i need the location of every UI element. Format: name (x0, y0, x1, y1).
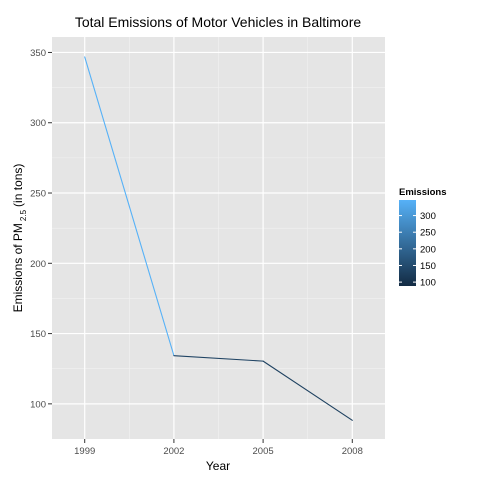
x-tick-label: 1999 (74, 446, 95, 457)
x-tick-label: 2008 (342, 446, 363, 457)
y-axis-title: Emissions of PM 2.5 (in tons) (11, 164, 28, 313)
y-tick-label: 300 (30, 118, 46, 129)
minor-gridlines (52, 37, 385, 439)
legend: Emissions 300 250 200 150 100 (399, 187, 447, 289)
y-axis: 100 150 200 250 300 350 (30, 48, 52, 410)
major-gridlines (52, 37, 385, 439)
x-axis-title: Year (206, 459, 230, 473)
x-axis: 1999 2002 2005 2008 (74, 439, 363, 457)
legend-label: 150 (420, 261, 436, 272)
legend-title: Emissions (399, 187, 447, 198)
emissions-line (84, 56, 353, 421)
y-tick-label: 100 (30, 399, 46, 410)
legend-label: 200 (420, 244, 436, 255)
y-axis-title-main: Emissions of PM (11, 223, 25, 312)
y-tick-label: 150 (30, 329, 46, 340)
legend-label: 300 (420, 211, 436, 222)
legend-label: 250 (420, 228, 436, 239)
line-segment (262, 360, 353, 421)
y-tick-label: 250 (30, 189, 46, 200)
x-tick-label: 2002 (163, 446, 184, 457)
legend-colorbar (399, 200, 416, 286)
x-tick-label: 2005 (253, 446, 274, 457)
y-axis-title-tail: (in tons) (11, 164, 25, 207)
line-segment (173, 355, 264, 362)
legend-items: 300 250 200 150 100 (399, 211, 436, 289)
y-tick-label: 350 (30, 48, 46, 59)
y-axis-title-subscript: 2.5 (19, 209, 28, 221)
chart-title: Total Emissions of Motor Vehicles in Bal… (75, 14, 362, 30)
line-segment (84, 56, 175, 357)
legend-label: 100 (420, 278, 436, 289)
y-tick-label: 200 (30, 259, 46, 270)
